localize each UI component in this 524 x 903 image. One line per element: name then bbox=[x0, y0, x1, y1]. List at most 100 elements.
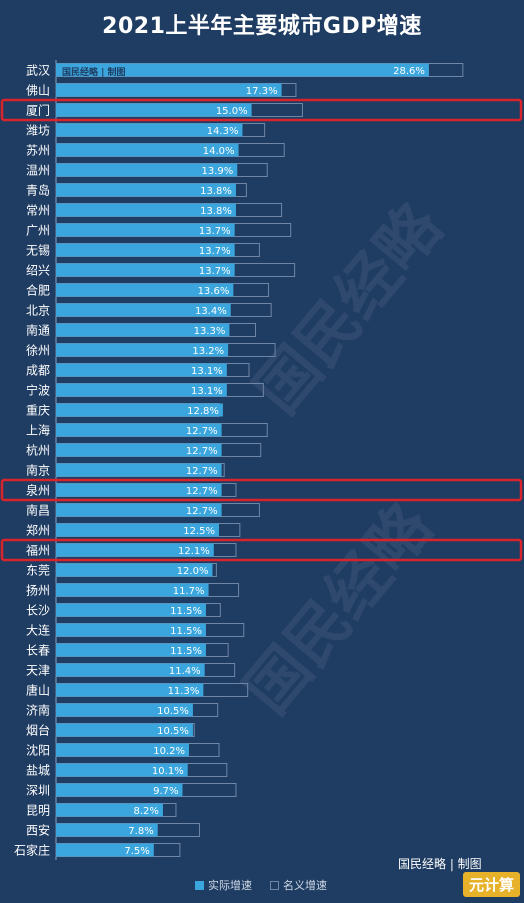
category-label-0: 武汉 bbox=[26, 64, 50, 78]
bar-real-13 bbox=[56, 323, 230, 337]
value-label-15: 13.1% bbox=[191, 366, 223, 377]
highlight-box-24 bbox=[0, 538, 523, 562]
category-label-17: 重庆 bbox=[26, 404, 50, 418]
bar-real-33 bbox=[56, 723, 193, 737]
category-label-33: 烟台 bbox=[26, 723, 50, 738]
category-label-9: 无锡 bbox=[26, 243, 50, 258]
value-label-24: 12.1% bbox=[178, 546, 210, 557]
bar-real-19 bbox=[56, 443, 222, 457]
category-label-28: 大连 bbox=[26, 623, 50, 638]
bar-real-11 bbox=[56, 283, 234, 297]
value-label-1: 17.3% bbox=[246, 86, 278, 97]
bar-real-28 bbox=[56, 623, 206, 637]
legend-item-nominal: 名义增速 bbox=[270, 877, 327, 893]
value-label-37: 8.2% bbox=[134, 806, 159, 817]
category-label-32: 济南 bbox=[26, 703, 50, 718]
credit-inline: 国民经略 | 制图 bbox=[62, 68, 126, 78]
category-label-37: 昆明 bbox=[26, 804, 50, 818]
bar-real-21 bbox=[56, 483, 222, 497]
bar-real-16 bbox=[56, 383, 227, 397]
site-badge: 元计算 bbox=[462, 872, 520, 897]
category-label-29: 长春 bbox=[26, 644, 50, 658]
bar-real-27 bbox=[56, 603, 206, 617]
bar-real-35 bbox=[56, 763, 188, 777]
legend-swatch-real bbox=[195, 880, 204, 890]
credit-footer: 国民经略 | 制图 bbox=[398, 857, 482, 871]
value-label-23: 12.5% bbox=[183, 526, 215, 537]
category-label-22: 南昌 bbox=[26, 503, 50, 518]
category-label-19: 杭州 bbox=[26, 443, 50, 458]
value-label-3: 14.3% bbox=[207, 126, 239, 137]
category-label-36: 深圳 bbox=[26, 784, 50, 798]
legend-label-real: 实际增速 bbox=[208, 879, 252, 892]
category-label-18: 上海 bbox=[26, 423, 50, 438]
category-label-24: 福州 bbox=[26, 543, 50, 558]
category-label-23: 郑州 bbox=[26, 523, 50, 538]
bar-real-1 bbox=[56, 83, 282, 97]
bar-real-38 bbox=[56, 823, 158, 837]
category-label-21: 泉州 bbox=[26, 484, 50, 498]
legend: 实际增速 名义增速 bbox=[195, 877, 327, 893]
category-label-4: 苏州 bbox=[26, 144, 50, 158]
value-label-5: 13.9% bbox=[201, 166, 233, 177]
value-label-22: 12.7% bbox=[186, 506, 218, 517]
chart-title: 2021上半年主要城市GDP增速 bbox=[102, 14, 422, 39]
value-label-36: 9.7% bbox=[153, 786, 178, 797]
bar-real-18 bbox=[56, 423, 222, 437]
bar-real-15 bbox=[56, 363, 227, 377]
bar-real-36 bbox=[56, 783, 183, 797]
bar-real-3 bbox=[56, 123, 243, 137]
value-label-32: 10.5% bbox=[157, 706, 189, 717]
value-label-27: 11.5% bbox=[170, 606, 202, 617]
value-label-34: 10.2% bbox=[153, 746, 185, 757]
category-label-35: 盐城 bbox=[26, 764, 50, 778]
bar-real-20 bbox=[56, 463, 222, 477]
highlight-box-21 bbox=[0, 478, 523, 502]
bar-real-4 bbox=[56, 143, 239, 157]
bar-real-8 bbox=[56, 223, 235, 237]
value-label-38: 7.8% bbox=[128, 826, 153, 837]
value-label-11: 13.6% bbox=[198, 286, 230, 297]
bar-real-12 bbox=[56, 303, 231, 317]
value-label-16: 13.1% bbox=[191, 386, 223, 397]
bar-real-7 bbox=[56, 203, 236, 217]
value-label-14: 13.2% bbox=[192, 346, 224, 357]
bar-real-23 bbox=[56, 523, 219, 537]
value-label-28: 11.5% bbox=[170, 626, 202, 637]
category-label-2: 厦门 bbox=[26, 103, 50, 118]
bar-real-5 bbox=[56, 163, 238, 177]
value-label-25: 12.0% bbox=[177, 566, 209, 577]
bar-real-2 bbox=[56, 103, 252, 117]
value-label-18: 12.7% bbox=[186, 426, 218, 437]
bar-real-22 bbox=[56, 503, 222, 517]
category-label-38: 西安 bbox=[26, 823, 50, 838]
category-label-34: 沈阳 bbox=[26, 743, 50, 758]
bar-real-31 bbox=[56, 683, 204, 697]
value-label-31: 11.3% bbox=[168, 686, 200, 697]
value-label-6: 13.8% bbox=[200, 186, 232, 197]
bar-real-17 bbox=[56, 403, 223, 417]
value-label-9: 13.7% bbox=[199, 246, 231, 257]
category-label-11: 合肥 bbox=[26, 283, 50, 298]
category-label-12: 北京 bbox=[26, 304, 50, 318]
category-label-6: 青岛 bbox=[26, 183, 50, 198]
highlight-box-2 bbox=[0, 98, 523, 122]
legend-swatch-nominal bbox=[270, 880, 279, 890]
value-label-8: 13.7% bbox=[199, 226, 231, 237]
legend-item-real: 实际增速 bbox=[195, 877, 252, 893]
value-label-35: 10.1% bbox=[152, 766, 184, 777]
value-label-29: 11.5% bbox=[170, 646, 202, 657]
bar-real-34 bbox=[56, 743, 190, 757]
value-label-4: 14.0% bbox=[203, 146, 235, 157]
value-label-39: 7.5% bbox=[124, 846, 149, 857]
value-label-20: 12.7% bbox=[186, 466, 218, 477]
bar-real-24 bbox=[56, 543, 214, 557]
value-label-26: 11.7% bbox=[173, 586, 205, 597]
category-label-14: 徐州 bbox=[26, 343, 50, 358]
category-label-8: 广州 bbox=[26, 224, 50, 238]
category-label-13: 南通 bbox=[26, 323, 50, 338]
bar-real-29 bbox=[56, 643, 206, 657]
category-label-7: 常州 bbox=[26, 204, 50, 218]
value-label-33: 10.5% bbox=[157, 726, 189, 737]
